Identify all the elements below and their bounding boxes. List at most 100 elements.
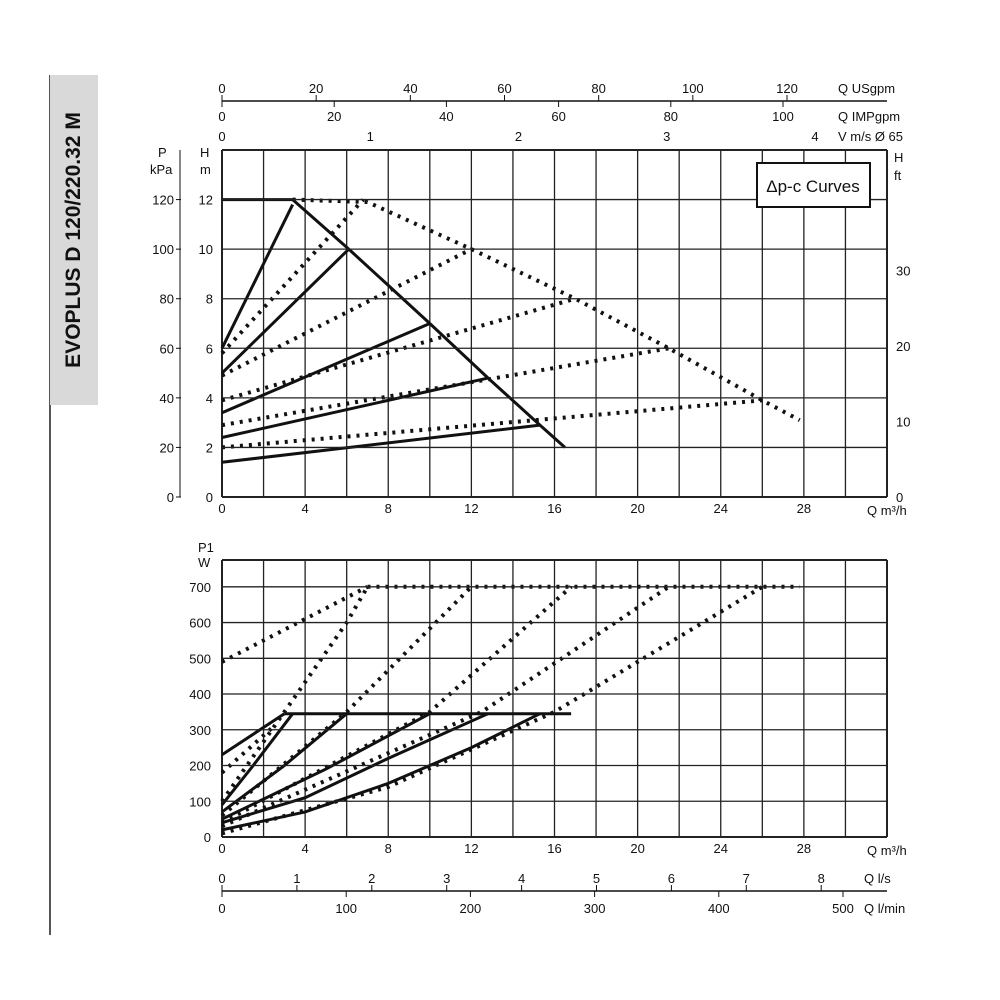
y-unit-w: W bbox=[198, 555, 211, 570]
velocity-tick: 0 bbox=[218, 129, 225, 144]
y-tick-m: 6 bbox=[206, 341, 213, 356]
velocity-tick: 3 bbox=[663, 129, 670, 144]
power-chart-x-tick: 20 bbox=[630, 841, 644, 856]
head-chart-x-tick: 24 bbox=[714, 501, 728, 516]
y-tick-m: 4 bbox=[206, 391, 213, 406]
impgpm-label: Q IMPgpm bbox=[838, 109, 900, 124]
y-tick-m: 10 bbox=[199, 242, 213, 257]
y-unit-p1: P1 bbox=[198, 540, 214, 555]
power-chart-series-dotted-10 bbox=[220, 585, 370, 803]
y-tick-w: 500 bbox=[189, 651, 211, 666]
y-tick-kpa: 40 bbox=[160, 391, 174, 406]
ls-tick: 0 bbox=[218, 871, 225, 886]
y-tick-m: 12 bbox=[199, 193, 213, 208]
y-tick-ft: 20 bbox=[896, 339, 910, 354]
y-tick-w: 100 bbox=[189, 794, 211, 809]
y-tick-ft: 30 bbox=[896, 263, 910, 278]
power-chart-series-solid-1 bbox=[221, 712, 286, 757]
head-chart-series-solid-1 bbox=[220, 203, 295, 349]
lmin-tick: 500 bbox=[832, 901, 854, 916]
y-unit-h: H bbox=[200, 145, 209, 160]
y-unit-ft: ft bbox=[894, 168, 902, 183]
y-tick-ft: 10 bbox=[896, 414, 910, 429]
y-tick-m: 2 bbox=[206, 440, 213, 455]
usgpm-tick: 60 bbox=[497, 81, 511, 96]
power-chart-x-tick: 12 bbox=[464, 841, 478, 856]
impgpm-tick: 40 bbox=[439, 109, 453, 124]
lmin-tick: 300 bbox=[584, 901, 606, 916]
power-chart-x-tick: 28 bbox=[797, 841, 811, 856]
y-tick-kpa: 0 bbox=[167, 490, 174, 505]
legend-box bbox=[756, 162, 871, 208]
ls-tick: 7 bbox=[743, 871, 750, 886]
y-tick-w: 300 bbox=[189, 723, 211, 738]
head-chart-x-tick: 28 bbox=[797, 501, 811, 516]
head-chart-series-solid-4 bbox=[221, 376, 489, 439]
velocity-tick: 2 bbox=[515, 129, 522, 144]
head-chart-x-tick: 12 bbox=[464, 501, 478, 516]
power-chart-series-dotted-8 bbox=[221, 585, 369, 664]
ls-tick: 2 bbox=[368, 871, 375, 886]
power-chart-x-tick: 8 bbox=[385, 841, 392, 856]
velocity-tick: 1 bbox=[367, 129, 374, 144]
impgpm-tick: 80 bbox=[664, 109, 678, 124]
y-tick-w: 0 bbox=[204, 830, 211, 845]
lmin-tick: 200 bbox=[460, 901, 482, 916]
power-chart-series-solid-4 bbox=[221, 712, 431, 821]
head-chart-x-tick: 16 bbox=[547, 501, 561, 516]
head-chart-series-dotted-11 bbox=[221, 398, 763, 450]
y-tick-w: 600 bbox=[189, 616, 211, 631]
usgpm-tick: 20 bbox=[309, 81, 323, 96]
legend-text: Δp-c Curves bbox=[766, 177, 860, 196]
ls-tick: 1 bbox=[293, 871, 300, 886]
head-chart-series-dotted-8 bbox=[221, 247, 473, 378]
usgpm-tick: 80 bbox=[591, 81, 605, 96]
ls-tick: 6 bbox=[668, 871, 675, 886]
ls-tick: 8 bbox=[818, 871, 825, 886]
y-unit-p: P bbox=[158, 145, 167, 160]
head-chart-x-label: Q m³/h bbox=[867, 503, 907, 518]
y-unit-kpa: kPa bbox=[150, 162, 173, 177]
ls-tick: 3 bbox=[443, 871, 450, 886]
lmin-tick: 400 bbox=[708, 901, 730, 916]
y-tick-w: 200 bbox=[189, 759, 211, 774]
product-title-bar: EVOPLUS D 120/220.32 M bbox=[50, 75, 98, 405]
power-chart-x-tick: 0 bbox=[218, 841, 225, 856]
usgpm-tick: 100 bbox=[682, 81, 704, 96]
power-chart-series-dotted-12 bbox=[221, 585, 573, 825]
y-tick-ft: 0 bbox=[896, 490, 903, 505]
usgpm-tick: 120 bbox=[776, 81, 798, 96]
head-chart-x-tick: 8 bbox=[385, 501, 392, 516]
power-chart-x-label: Q m³/h bbox=[867, 843, 907, 858]
lmin-tick: 100 bbox=[335, 901, 357, 916]
y-tick-kpa: 100 bbox=[152, 242, 174, 257]
impgpm-tick: 0 bbox=[218, 109, 225, 124]
usgpm-tick: 0 bbox=[218, 81, 225, 96]
power-chart-x-tick: 4 bbox=[302, 841, 309, 856]
head-chart-x-tick: 20 bbox=[630, 501, 644, 516]
head-chart-x-tick: 0 bbox=[218, 501, 225, 516]
y-unit-h-right: H bbox=[894, 150, 903, 165]
ls-label: Q l/s bbox=[864, 871, 891, 886]
head-chart-series-solid-5 bbox=[221, 423, 541, 464]
head-chart-series-dotted-6 bbox=[292, 197, 801, 422]
power-chart-series-solid-5 bbox=[221, 712, 489, 825]
impgpm-tick: 20 bbox=[327, 109, 341, 124]
head-chart-series-dotted-9 bbox=[221, 296, 576, 403]
y-tick-w: 700 bbox=[189, 580, 211, 595]
y-tick-kpa: 120 bbox=[152, 193, 174, 208]
ls-tick: 5 bbox=[593, 871, 600, 886]
usgpm-tick: 40 bbox=[403, 81, 417, 96]
ls-tick: 4 bbox=[518, 871, 525, 886]
left-rule bbox=[49, 75, 51, 935]
velocity-label: V m/s Ø 65 bbox=[838, 129, 903, 144]
power-chart-series-dotted-13 bbox=[221, 585, 670, 829]
y-tick-kpa: 80 bbox=[160, 292, 174, 307]
y-tick-m: 0 bbox=[206, 490, 213, 505]
usgpm-label: Q USgpm bbox=[838, 81, 895, 96]
power-chart-series-dotted-11 bbox=[220, 585, 473, 818]
power-chart-series-solid-6 bbox=[221, 712, 541, 832]
y-tick-kpa: 60 bbox=[160, 341, 174, 356]
head-chart-series-solid-2 bbox=[220, 248, 350, 375]
